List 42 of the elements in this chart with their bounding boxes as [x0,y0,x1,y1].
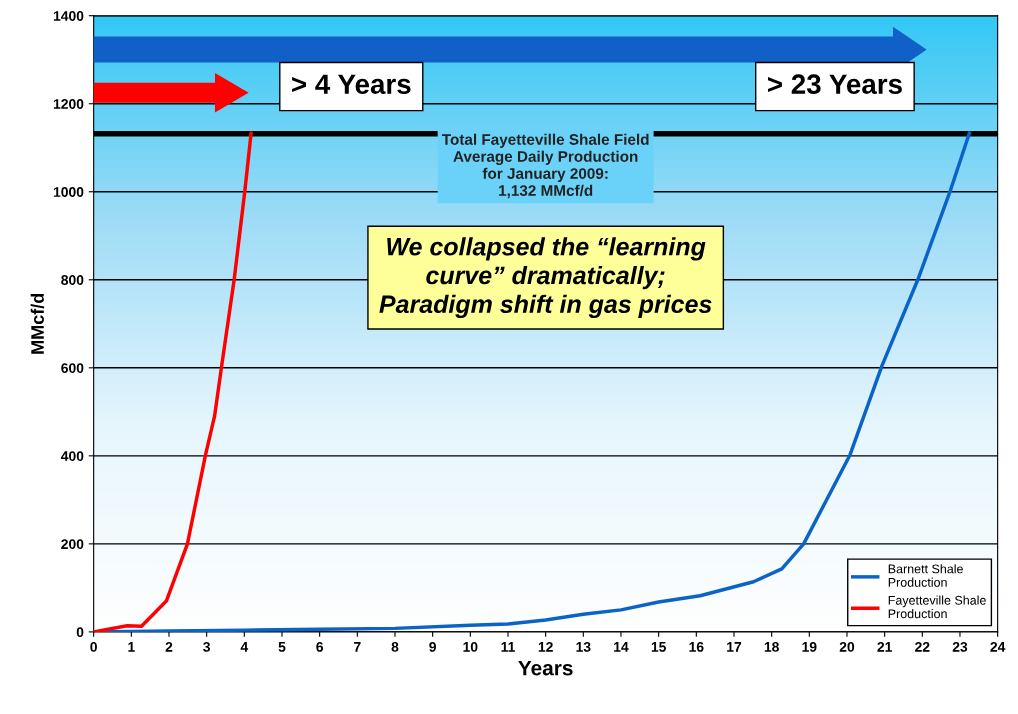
x-tick-label: 11 [501,642,515,652]
x-tick-label: 21 [877,641,892,652]
x-tick-label: 5 [278,642,286,652]
y-tick-label: 1000 [53,187,84,197]
legend-label: Fayetteville Shale Production [888,595,986,619]
y-axis-title: MMcf/d [30,293,45,354]
x-tick-label: 7 [354,642,361,652]
annotation: > 4 Years [292,74,411,95]
annotation: > 23 Years [767,74,902,95]
y-tick-label: 0 [76,627,84,638]
x-tick-label: 10 [463,641,478,652]
x-tick-label: 6 [316,641,324,652]
line-series [93,131,253,632]
x-tick-label: 2 [165,641,173,652]
x-tick-label: 1 [128,642,135,652]
legend-label: Barnett Shale Production [888,564,963,587]
x-tick-label: 8 [391,641,399,652]
y-tick-label: 600 [61,363,84,373]
x-tick-label: 14 [614,642,629,652]
x-tick-label: 4 [240,642,249,652]
x-tick-label: 19 [802,641,817,652]
x-tick-label: 0 [90,641,97,652]
y-tick-label: 400 [60,451,84,462]
x-tick-label: 20 [839,641,855,652]
x-tick-label: 12 [538,641,553,652]
ref-line-label: Total Fayetteville Shale Field Average Daily Production for January 2009: 1,132 MMcf/d [441,133,649,199]
annotation: We collapsed the “learning curve” dramatically; Paradigm shift in gas prices [379,237,712,318]
x-axis-title: Years [518,660,573,676]
x-tick-label: 3 [203,641,211,652]
x-tick-label: 17 [727,642,742,652]
x-tick-label: 18 [764,641,779,652]
y-tick-label: 1400 [53,11,84,21]
x-tick-label: 23 [952,641,968,652]
x-tick-label: 15 [651,642,666,652]
x-tick-label: 24 [990,641,1006,652]
x-tick-label: 13 [576,641,591,652]
y-tick-label: 800 [61,275,84,285]
x-tick-label: 9 [429,641,436,652]
x-tick-label: 22 [915,641,930,652]
y-tick-label: 200 [61,539,84,550]
x-tick-label: 16 [689,641,704,652]
y-tick-label: 1200 [53,99,84,109]
